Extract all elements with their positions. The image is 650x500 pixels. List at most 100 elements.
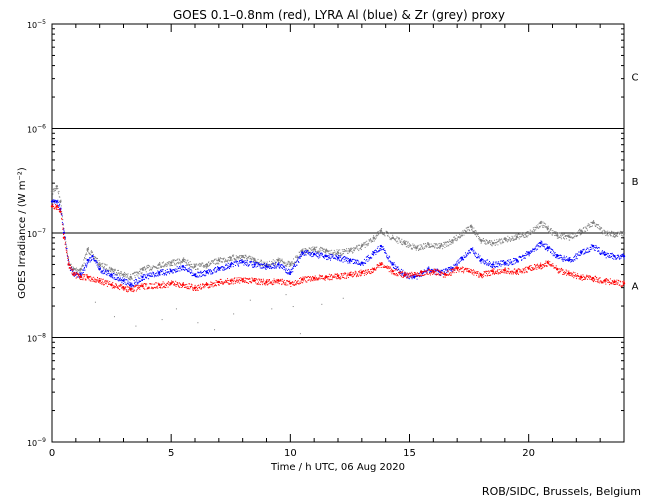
trace-dot — [370, 238, 372, 240]
trace-dot — [331, 256, 333, 258]
trace-dot — [92, 258, 94, 260]
trace-dot — [373, 268, 375, 270]
trace-dot — [604, 279, 606, 281]
trace-dot — [103, 268, 105, 270]
trace-dot — [456, 239, 458, 241]
trace-dot — [52, 188, 53, 190]
trace-dot — [581, 229, 583, 231]
trace-dot — [611, 283, 613, 285]
trace-dot — [378, 265, 380, 267]
trace-dot — [294, 261, 296, 263]
trace-dot — [520, 269, 522, 271]
trace-dot — [163, 282, 165, 284]
trace-dot — [411, 248, 413, 250]
trace-dot — [216, 260, 218, 262]
trace-dot — [373, 267, 375, 269]
trace-dot — [273, 264, 275, 266]
trace-dot — [439, 247, 441, 249]
trace-dot — [328, 278, 330, 280]
trace-dot — [84, 274, 86, 276]
data-point — [491, 263, 495, 266]
trace-dot — [521, 235, 523, 237]
trace-dot — [580, 233, 582, 235]
trace-dot — [420, 274, 422, 276]
trace-dot — [117, 269, 119, 271]
trace-dot — [468, 252, 470, 254]
trace-dot — [171, 282, 173, 284]
trace-dot — [119, 278, 121, 280]
trace-dot — [97, 262, 99, 264]
trace-dot — [86, 262, 88, 264]
trace-dot — [619, 230, 621, 232]
trace-dot — [550, 264, 552, 266]
trace-dot — [242, 255, 244, 257]
trace-dot — [244, 262, 246, 264]
trace-dot — [433, 268, 435, 270]
trace-dot — [355, 276, 357, 278]
trace-dot — [341, 273, 343, 275]
trace-dot — [558, 232, 560, 234]
trace-dot — [120, 285, 122, 287]
trace-dot — [470, 224, 472, 226]
trace-dot — [325, 248, 327, 250]
trace-dot — [394, 238, 396, 240]
trace-dot — [238, 260, 240, 262]
trace-dot — [563, 273, 565, 275]
trace-dot — [448, 268, 450, 270]
trace-dot — [471, 228, 473, 230]
trace-dot — [185, 286, 187, 288]
trace-dot — [347, 248, 349, 250]
data-point — [86, 247, 89, 251]
trace-dot — [136, 274, 138, 276]
trace-dot — [258, 263, 260, 265]
trace-dot — [528, 233, 530, 235]
trace-dot — [559, 236, 561, 238]
trace-dot — [516, 272, 518, 274]
trace-dot — [259, 284, 261, 286]
trace-dot — [514, 239, 516, 241]
trace-dot — [212, 272, 214, 274]
trace-dot — [472, 247, 474, 249]
trace-dot — [534, 268, 536, 270]
trace-dot — [53, 201, 55, 203]
trace-dot — [464, 230, 466, 232]
trace-dot — [432, 246, 434, 248]
trace-dot — [297, 281, 299, 283]
trace-dot — [535, 247, 537, 249]
trace-dot — [492, 266, 494, 268]
trace-dot — [395, 238, 397, 240]
trace-dot — [418, 273, 420, 275]
trace-dot — [372, 251, 374, 253]
trace-dot — [568, 270, 570, 272]
trace-dot — [327, 250, 329, 252]
trace-dot — [596, 224, 598, 226]
trace-dot — [265, 268, 267, 270]
trace-dot — [366, 271, 368, 273]
trace-dot — [551, 248, 553, 250]
trace-dot — [470, 269, 472, 271]
trace-dot — [308, 253, 310, 255]
trace-dot — [435, 269, 437, 271]
trace-dot — [359, 263, 361, 265]
trace-dot — [536, 245, 538, 247]
trace-dot — [175, 271, 177, 273]
trace-dot — [434, 269, 436, 271]
trace-dot — [578, 229, 580, 231]
trace-dot — [346, 250, 348, 252]
trace-dot — [277, 257, 279, 259]
trace-dot — [362, 244, 364, 246]
trace-dot — [527, 266, 529, 268]
trace-dot — [497, 273, 499, 275]
trace-dot — [134, 281, 136, 283]
trace-dot — [581, 277, 583, 279]
trace-dot — [271, 261, 273, 263]
x-axis-title: Time / h UTC, 06 Aug 2020 — [270, 462, 405, 473]
trace-dot — [436, 247, 438, 249]
trace-dot — [609, 284, 611, 286]
trace-dot — [568, 235, 570, 237]
trace-dot — [587, 224, 589, 226]
trace-dot — [294, 264, 296, 266]
trace-dot — [367, 243, 369, 245]
trace-dot — [141, 277, 143, 279]
trace-dot — [402, 276, 404, 278]
